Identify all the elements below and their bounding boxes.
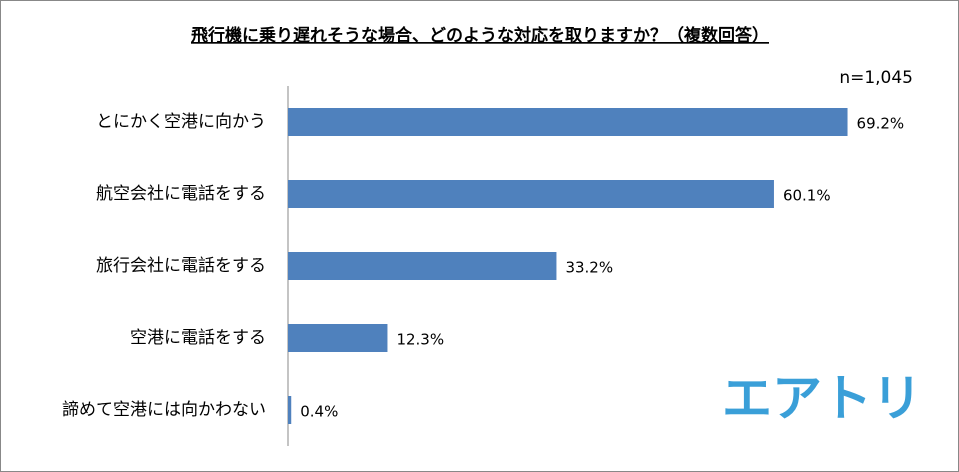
category-label: 空港に電話をする	[130, 328, 266, 348]
logo: エアトリ	[722, 370, 922, 428]
bar	[288, 108, 848, 136]
bar	[288, 180, 774, 208]
chart-title: 飛行機に乗り遅れそうな場合、どのような対応を取りますか？（複数回答）	[190, 25, 769, 46]
value-label: 33.2%	[565, 259, 613, 277]
bar	[288, 324, 388, 352]
value-label: 0.4%	[300, 403, 338, 421]
sample-size: n=1,045	[839, 68, 913, 88]
bar	[288, 396, 292, 424]
value-label: 60.1%	[783, 187, 831, 205]
category-label: 航空会社に電話をする	[96, 184, 266, 204]
category-label: 旅行会社に電話をする	[96, 256, 266, 276]
value-label: 12.3%	[396, 331, 444, 349]
value-label: 69.2%	[857, 115, 905, 133]
category-label: 諦めて空港には向かわない	[62, 400, 266, 420]
bar	[288, 252, 557, 280]
category-label: とにかく空港に向かう	[96, 112, 266, 132]
